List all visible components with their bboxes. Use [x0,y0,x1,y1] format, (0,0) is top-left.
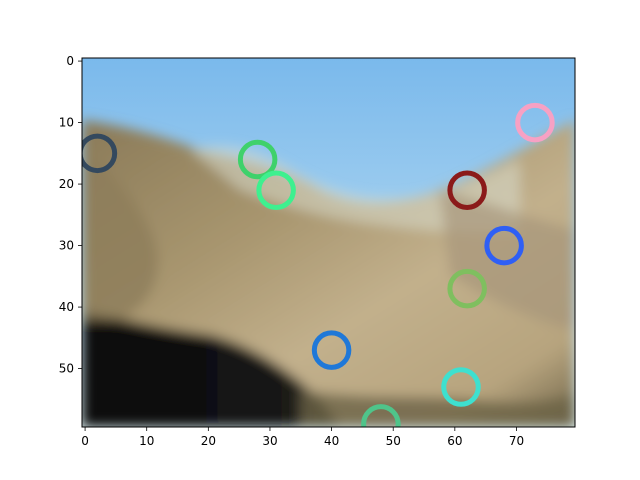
axes-frame [81,57,576,428]
y-tick-label: 50 [59,362,74,376]
x-tick-label: 10 [139,434,154,448]
pink-ring-marker [515,102,555,143]
teal-arc-marker [361,404,401,427]
cyan-ring-marker [441,367,481,407]
x-axis: 0 10 20 30 40 50 60 70 [81,427,524,448]
dark-arc-marker [82,133,118,174]
x-tick-label: 0 [81,434,89,448]
x-tick-label: 40 [324,434,339,448]
ring-markers [82,102,555,427]
x-tick-label: 20 [201,434,216,448]
blue-ring-marker [484,225,524,266]
aqua-ring-marker [256,170,296,210]
olive-green-ring-marker [447,268,487,309]
x-tick-label: 60 [447,434,462,448]
photo-image [82,58,575,427]
dark-red-ring-marker [447,170,487,210]
y-axis: 0 10 20 30 40 50 [59,54,82,376]
y-tick-label: 30 [59,239,74,253]
mid-blue-ring-marker [311,330,352,370]
x-tick-label: 50 [386,434,401,448]
y-tick-label: 10 [59,116,74,130]
x-tick-label: 30 [262,434,277,448]
green-ring-marker [237,139,278,180]
y-tick-label: 40 [59,300,74,314]
y-tick-label: 20 [59,177,74,191]
x-tick-label: 70 [509,434,524,448]
y-tick-label: 0 [66,54,74,68]
